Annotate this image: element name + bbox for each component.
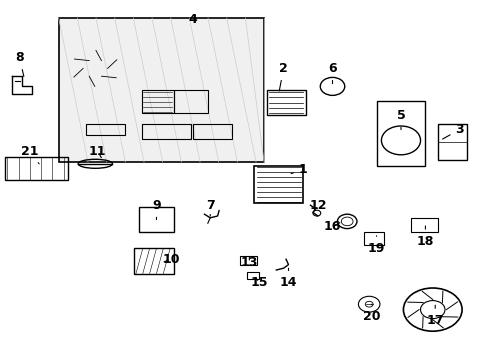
Bar <box>239 256 256 265</box>
Text: 19: 19 <box>367 236 385 255</box>
Text: 6: 6 <box>327 62 336 84</box>
Bar <box>266 90 305 115</box>
Bar <box>437 124 466 160</box>
Text: 8: 8 <box>15 51 24 76</box>
Text: 7: 7 <box>205 199 214 216</box>
Bar <box>254 166 303 203</box>
Text: 4: 4 <box>188 13 197 26</box>
Text: 18: 18 <box>416 226 433 248</box>
Text: 1: 1 <box>290 163 307 176</box>
Text: 14: 14 <box>279 268 297 289</box>
Bar <box>134 248 173 274</box>
Text: 15: 15 <box>250 276 267 289</box>
Text: 20: 20 <box>362 304 380 323</box>
Text: 13: 13 <box>240 256 258 269</box>
Bar <box>193 124 232 139</box>
FancyBboxPatch shape <box>59 18 264 162</box>
Text: 2: 2 <box>279 62 287 91</box>
Text: 9: 9 <box>152 199 161 220</box>
Bar <box>142 124 190 139</box>
Bar <box>5 157 68 180</box>
Text: 12: 12 <box>308 199 326 212</box>
Bar <box>246 272 259 279</box>
Text: 5: 5 <box>396 109 405 130</box>
Bar <box>139 207 173 232</box>
Text: 21: 21 <box>20 145 39 164</box>
Bar <box>85 124 124 135</box>
Bar <box>410 218 437 232</box>
Bar <box>142 90 173 113</box>
Bar <box>364 232 383 245</box>
Text: 3: 3 <box>442 123 463 139</box>
Bar <box>173 90 207 113</box>
Text: 16: 16 <box>323 220 341 233</box>
Text: 10: 10 <box>162 253 180 266</box>
Text: 17: 17 <box>426 305 443 327</box>
Text: 11: 11 <box>89 145 106 158</box>
